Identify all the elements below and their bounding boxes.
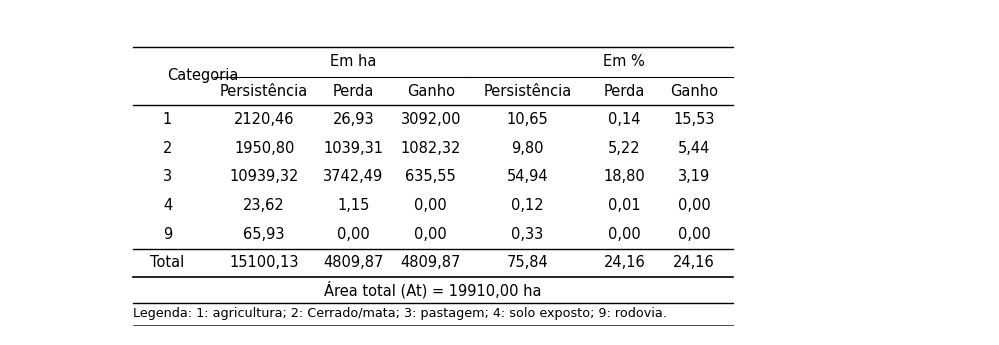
Text: Categoria: Categoria: [168, 68, 239, 83]
Text: 18,80: 18,80: [603, 169, 645, 184]
Text: 0,01: 0,01: [608, 198, 640, 213]
Text: 54,94: 54,94: [506, 169, 548, 184]
Text: 4: 4: [163, 198, 172, 213]
Text: 24,16: 24,16: [673, 255, 715, 270]
Text: Perda: Perda: [333, 84, 374, 99]
Text: 2: 2: [163, 141, 172, 156]
Text: 15100,13: 15100,13: [230, 255, 299, 270]
Text: 2120,46: 2120,46: [234, 112, 295, 127]
Text: Total: Total: [150, 255, 185, 270]
Text: 0,33: 0,33: [511, 227, 543, 242]
Text: 3742,49: 3742,49: [323, 169, 384, 184]
Text: 5,22: 5,22: [608, 141, 640, 156]
Text: 1039,31: 1039,31: [324, 141, 384, 156]
Text: Legenda: 1: agricultura; 2: Cerrado/mata; 3: pastagem; 4: solo exposto; 9: rodov: Legenda: 1: agricultura; 2: Cerrado/mata…: [133, 307, 666, 320]
Text: 75,84: 75,84: [506, 255, 548, 270]
Text: Em ha: Em ha: [330, 55, 377, 69]
Text: 9: 9: [163, 227, 172, 242]
Text: 24,16: 24,16: [603, 255, 645, 270]
Text: 23,62: 23,62: [244, 198, 285, 213]
Text: 0,00: 0,00: [677, 227, 710, 242]
Text: Ganho: Ganho: [407, 84, 455, 99]
Text: 5,44: 5,44: [677, 141, 710, 156]
Text: 10939,32: 10939,32: [230, 169, 299, 184]
Text: 3: 3: [163, 169, 172, 184]
Text: 3092,00: 3092,00: [401, 112, 461, 127]
Text: Ganho: Ganho: [670, 84, 718, 99]
Text: 0,12: 0,12: [511, 198, 543, 213]
Text: 0,00: 0,00: [415, 198, 448, 213]
Text: 635,55: 635,55: [406, 169, 457, 184]
Text: 0,00: 0,00: [415, 227, 448, 242]
Text: 10,65: 10,65: [506, 112, 548, 127]
Text: 1,15: 1,15: [337, 198, 370, 213]
Text: 0,00: 0,00: [677, 198, 710, 213]
Text: Em %: Em %: [603, 55, 645, 69]
Text: 1950,80: 1950,80: [234, 141, 295, 156]
Text: 9,80: 9,80: [511, 141, 543, 156]
Text: 1: 1: [163, 112, 172, 127]
Text: 15,53: 15,53: [673, 112, 714, 127]
Text: 26,93: 26,93: [333, 112, 374, 127]
Text: 4809,87: 4809,87: [323, 255, 384, 270]
Text: Persistência: Persistência: [220, 84, 309, 99]
Text: 65,93: 65,93: [244, 227, 285, 242]
Text: Perda: Perda: [603, 84, 645, 99]
Text: 4809,87: 4809,87: [401, 255, 461, 270]
Text: 0,00: 0,00: [607, 227, 640, 242]
Text: 0,14: 0,14: [608, 112, 640, 127]
Text: 1082,32: 1082,32: [401, 141, 461, 156]
Text: Persistência: Persistência: [484, 84, 571, 99]
Text: 0,00: 0,00: [337, 227, 370, 242]
Text: Área total (At) = 19910,00 ha: Área total (At) = 19910,00 ha: [324, 281, 541, 299]
Text: 3,19: 3,19: [677, 169, 710, 184]
